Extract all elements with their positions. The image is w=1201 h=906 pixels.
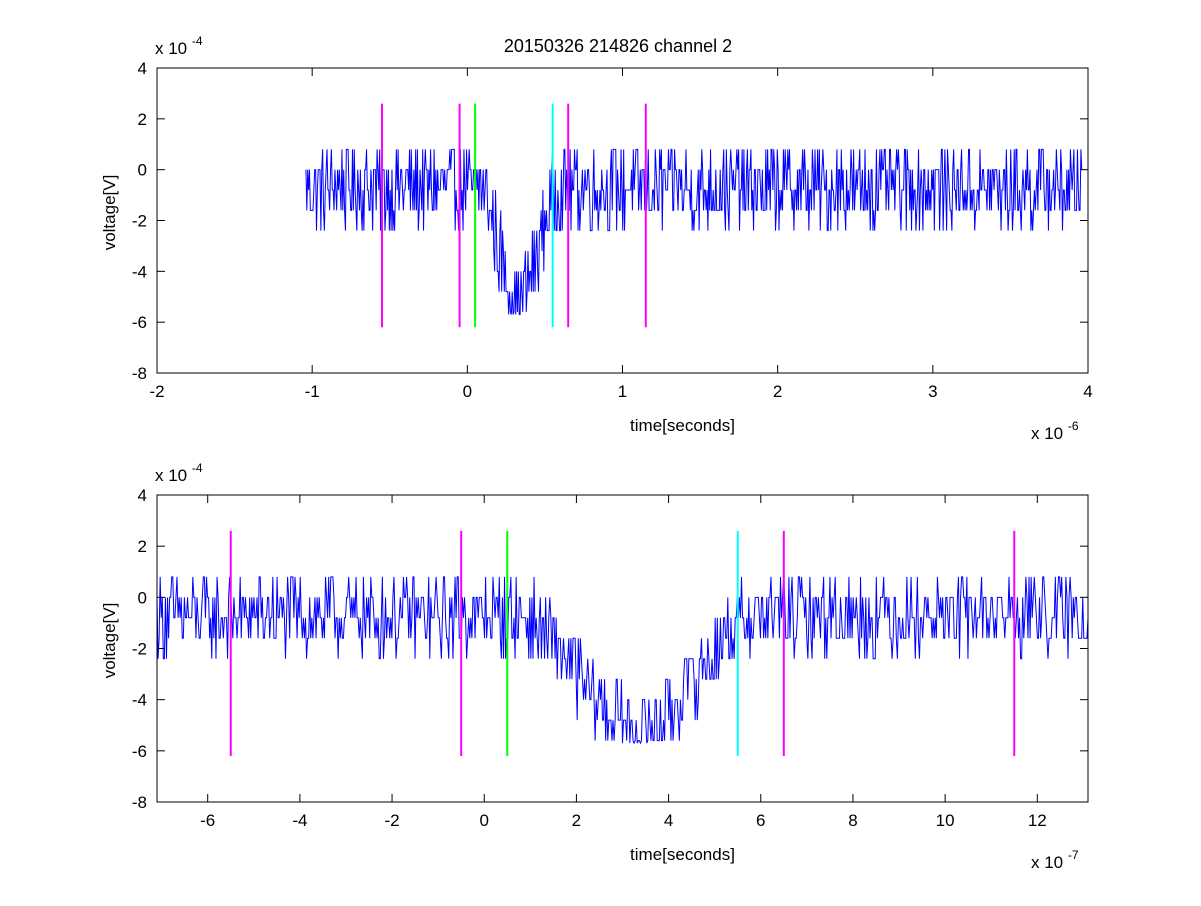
p1-y-tick-label: -6 [132,742,147,761]
p1-y-tick-label: -4 [132,691,147,710]
p0-x-tick-label: 4 [1083,382,1092,401]
p1-y-exponent-label: x 10 -4 [155,461,203,485]
p1-y-tick-label: -2 [132,640,147,659]
p1-x-axis-label: time[seconds] [630,845,735,864]
p1-x-exponent-power: -7 [1068,848,1079,862]
p1-x-tick-label: 12 [1028,811,1047,830]
p0-x-axis-label: time[seconds] [630,416,735,435]
p1-x-tick-label: 8 [848,811,857,830]
p1-y-exponent-power: -4 [192,461,203,475]
p0-y-tick-label: 2 [138,110,147,129]
p1-x-tick-label: 2 [572,811,581,830]
p1-y-tick-label: -8 [132,793,147,812]
p0-x-tick-label: -1 [305,382,320,401]
p1-x-tick-label: -6 [200,811,215,830]
p1-x-tick-label: -4 [292,811,307,830]
p0-y-tick-label: -8 [132,364,147,383]
p1-y-axis-label: voltage[V] [100,603,119,679]
p0-y-tick-label: 0 [138,161,147,180]
p1-x-tick-label: 0 [479,811,488,830]
p1-x-tick-label: 6 [756,811,765,830]
p1-y-tick-label: 4 [138,486,147,505]
figure-title: 20150326 214826 channel 2 [504,36,732,56]
p1-x-tick-label: 4 [664,811,673,830]
top-plot: -2 -1 0 1 2 3 4 -8 -6 -4 -2 0 2 4 time[seconds] voltage… [100,34,1093,443]
p0-y-tick-label: 4 [138,59,147,78]
p0-y-tick-label: -6 [132,313,147,332]
p1-signal-series-line [157,576,1088,745]
p1-x-tick-label: 10 [936,811,955,830]
p0-x-exponent-power: -6 [1068,419,1079,433]
bottom-plot: -6 -4 -2 0 2 4 6 8 10 12 -8 -6 -4 -2 0 2 4 time[seconds] v… [100,461,1089,872]
p0-x-exponent-label: x 10 -6 [1031,419,1079,443]
p0-x-tick-label: 1 [618,382,627,401]
p0-x-tick-label: 0 [463,382,472,401]
p1-y-tick-label: 0 [138,588,147,607]
p0-y-exponent-label: x 10 -4 [155,34,203,58]
p1-y-tick-label: 2 [138,537,147,556]
p1-x-exponent-label: x 10 -7 [1031,848,1079,872]
p0-x-tick-label: -2 [149,382,164,401]
p1-x-tick-label: -2 [384,811,399,830]
p0-signal-series-line [305,148,1083,316]
p0-y-axis-label: voltage[V] [100,175,119,251]
p1-axes-box [156,494,1089,803]
p0-y-exponent-power: -4 [192,34,203,48]
p0-plot-area [305,103,1083,328]
p0-y-tick-label: -2 [132,212,147,231]
p0-y-tick-label: -4 [132,262,147,281]
p1-plot-area [157,530,1088,756]
p0-x-tick-label: 2 [773,382,782,401]
p0-x-tick-label: 3 [928,382,937,401]
